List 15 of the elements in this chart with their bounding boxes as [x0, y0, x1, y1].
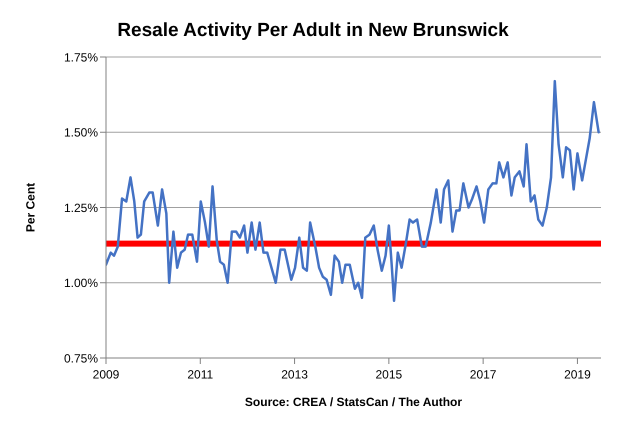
y-tick-label: 1.75% [64, 50, 98, 64]
x-tick-label: 2009 [92, 368, 120, 382]
x-tick-label: 2019 [564, 368, 592, 382]
x-tick-label: 2017 [470, 368, 497, 382]
y-axis-title: Per Cent [23, 182, 38, 232]
x-tick-label: 2013 [281, 368, 308, 382]
y-tick-label: 1.00% [64, 276, 98, 290]
y-tick-label: 0.75% [64, 351, 98, 366]
y-tick-label: 1.25% [64, 200, 98, 215]
x-tick-label: 2011 [187, 368, 214, 382]
source-note: Source: CREA / StatsCan / The Author [244, 395, 464, 409]
line-series [106, 80, 600, 302]
y-tick-label: 1.50% [64, 126, 98, 140]
chart-title: Resale Activity Per Adult in New Brunswick [116, 20, 510, 42]
x-tick-label: 2015 [376, 368, 403, 382]
